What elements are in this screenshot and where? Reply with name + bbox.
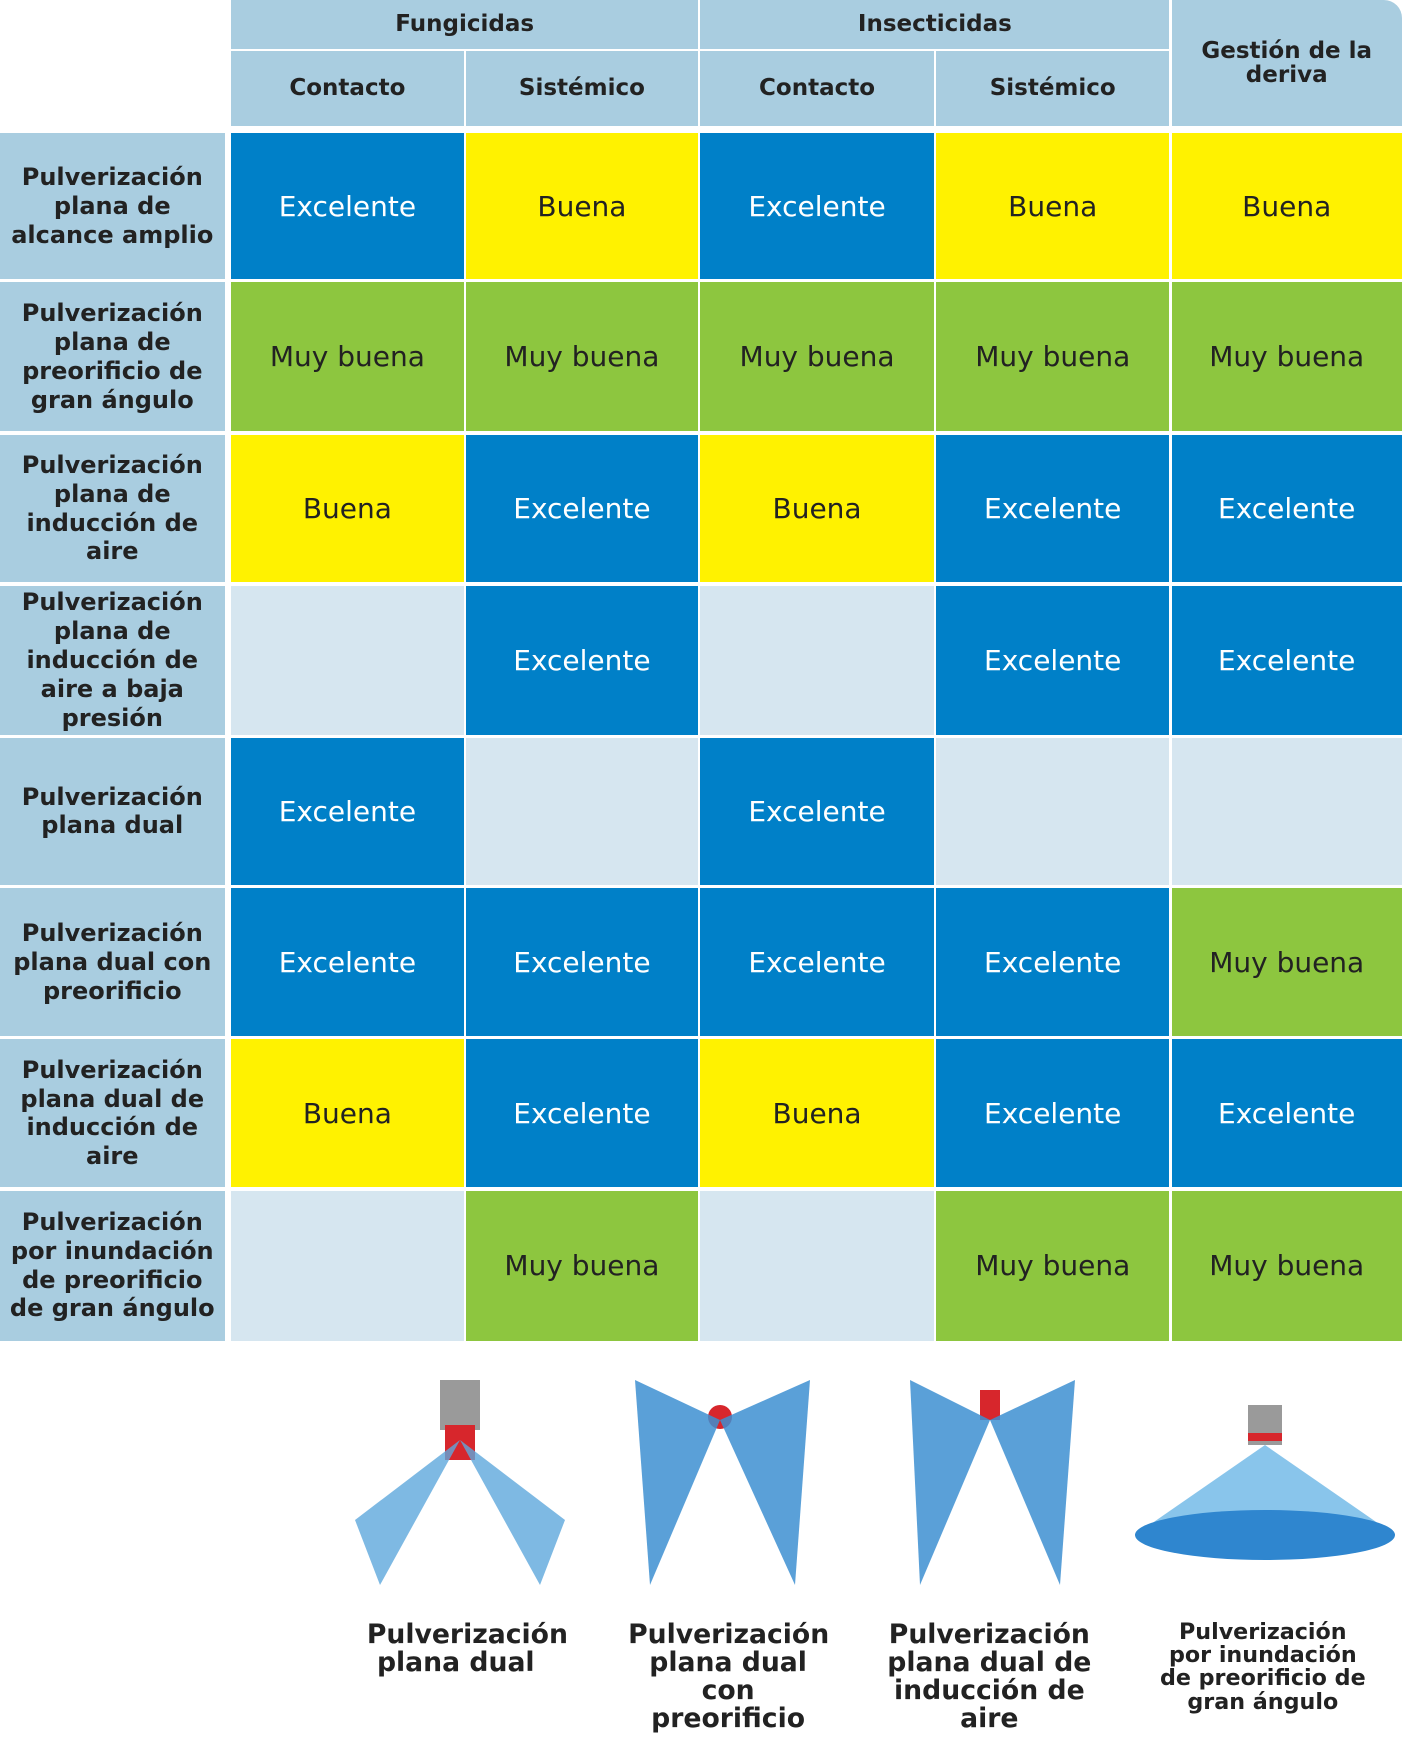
rating-cell: Excelente xyxy=(936,434,1170,583)
rating-cell: Muy buena xyxy=(936,1190,1170,1341)
rating-cell xyxy=(231,1190,464,1341)
rating-cell: Excelente xyxy=(700,133,934,279)
rating-cell: Excelente xyxy=(936,585,1170,735)
rating-cell xyxy=(1171,738,1402,885)
rating-cell xyxy=(465,738,699,885)
row-label: Pulverización plana dual con preorificio xyxy=(0,888,225,1037)
group-header: Fungicidas xyxy=(231,0,699,49)
rating-cell: Buena xyxy=(936,133,1170,279)
rating-cell: Buena xyxy=(1171,133,1402,279)
nozzle-caption: Pulverización plana dual xyxy=(366,1618,568,1678)
rating-cell: Buena xyxy=(231,434,464,583)
rating-cell: Excelente xyxy=(231,133,464,279)
rating-cell: Muy buena xyxy=(465,282,699,432)
sub-header: Contacto xyxy=(700,51,934,126)
rating-cell xyxy=(936,738,1170,885)
rating-cell: Excelente xyxy=(465,434,699,583)
rating-cell xyxy=(700,1190,934,1341)
nozzle-caption: Pulverización plana dual con preorificio xyxy=(628,1618,830,1734)
rating-cell: Excelente xyxy=(1171,1039,1402,1188)
rating-cell: Excelente xyxy=(465,1039,699,1188)
group-header: Gestión de la deriva xyxy=(1171,0,1402,126)
rating-cell: Buena xyxy=(700,434,934,583)
rating-cell: Muy buena xyxy=(700,282,934,432)
row-label: Pulverización plana dual de inducción de… xyxy=(0,1039,225,1188)
nozzle-dual xyxy=(355,1380,565,1585)
rating-cell: Excelente xyxy=(231,888,464,1037)
rating-cell: Buena xyxy=(465,133,699,279)
rating-cell: Muy buena xyxy=(936,282,1170,432)
nozzle-caption: Pulverización plana dual de inducción de… xyxy=(887,1618,1092,1734)
rating-cell: Excelente xyxy=(700,888,934,1037)
rating-cell: Excelente xyxy=(1171,585,1402,735)
rating-cell: Excelente xyxy=(700,738,934,885)
rating-cell: Muy buena xyxy=(1171,1190,1402,1341)
rating-cell: Buena xyxy=(231,1039,464,1188)
rating-cell: Excelente xyxy=(231,738,464,885)
row-label: Pulverización plana de preorificio de gr… xyxy=(0,282,225,432)
group-header: Insecticidas xyxy=(700,0,1170,49)
sub-header: Sistémico xyxy=(936,51,1170,126)
rating-cell: Excelente xyxy=(465,888,699,1037)
rating-cell: Buena xyxy=(700,1039,934,1188)
row-label: Pulverización plana dual xyxy=(0,738,225,885)
rating-cell: Excelente xyxy=(936,1039,1170,1188)
rating-cell: Excelente xyxy=(1171,434,1402,583)
rating-cell: Muy buena xyxy=(1171,282,1402,432)
rating-cell xyxy=(231,585,464,735)
row-label: Pulverización plana de inducción de aire… xyxy=(0,585,225,735)
rating-cell: Excelente xyxy=(936,888,1170,1037)
rating-cell: Muy buena xyxy=(1171,888,1402,1037)
rating-cell xyxy=(700,585,934,735)
row-label: Pulverización plana de alcance amplio xyxy=(0,133,225,279)
nozzle-dual-preorifice xyxy=(635,1380,810,1585)
rating-cell: Muy buena xyxy=(465,1190,699,1341)
nozzle-dual-air-induction xyxy=(910,1380,1075,1585)
row-label: Pulverización por inundación de preorifi… xyxy=(0,1190,225,1341)
sub-header: Sistémico xyxy=(465,51,699,126)
nozzle-caption: Pulverización por inundación de preorifi… xyxy=(1159,1618,1366,1715)
nozzle-flood xyxy=(1135,1405,1395,1560)
sub-header: Contacto xyxy=(231,51,464,126)
rating-cell: Excelente xyxy=(465,585,699,735)
row-label: Pulverización plana de inducción de aire xyxy=(0,434,225,583)
rating-cell: Muy buena xyxy=(231,282,464,432)
